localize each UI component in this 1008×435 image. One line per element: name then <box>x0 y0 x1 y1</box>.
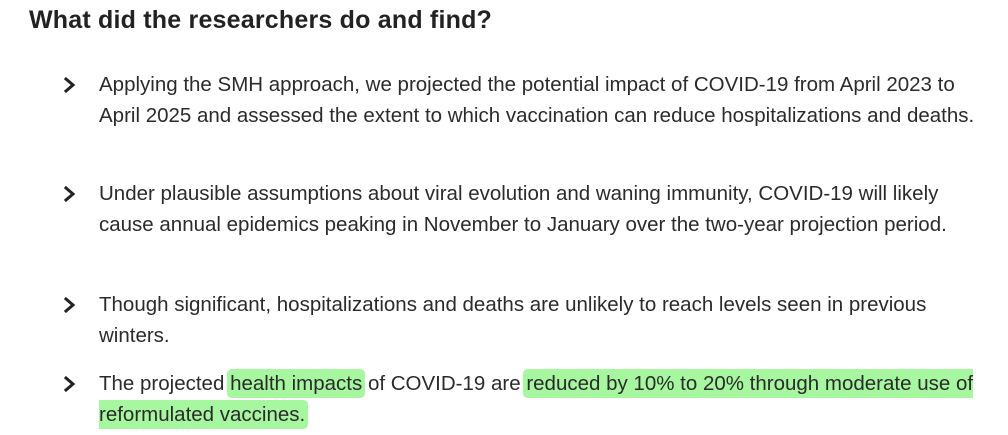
chevron-right-icon <box>64 72 86 98</box>
section-heading: What did the researchers do and find? <box>29 6 493 34</box>
list-item: The projected health impacts of COVID-19… <box>64 368 994 430</box>
text-segment: The projected <box>99 372 231 395</box>
list-item: Though significant, hospitalizations and… <box>64 289 994 351</box>
text-segment: of COVID-19 are <box>362 372 527 395</box>
highlighted-text: health impacts <box>230 372 363 395</box>
list-item: Applying the SMH approach, we projected … <box>64 69 994 131</box>
bullet-text: The projected health impacts of COVID-19… <box>99 368 979 430</box>
bullet-text: Applying the SMH approach, we projected … <box>99 73 975 127</box>
chevron-right-icon <box>64 181 86 207</box>
chevron-right-icon <box>64 292 86 318</box>
list-item: Under plausible assumptions about viral … <box>64 178 994 240</box>
bullet-text: Though significant, hospitalizations and… <box>99 293 927 347</box>
bullet-text: Under plausible assumptions about viral … <box>99 182 947 236</box>
chevron-right-icon <box>64 371 86 397</box>
